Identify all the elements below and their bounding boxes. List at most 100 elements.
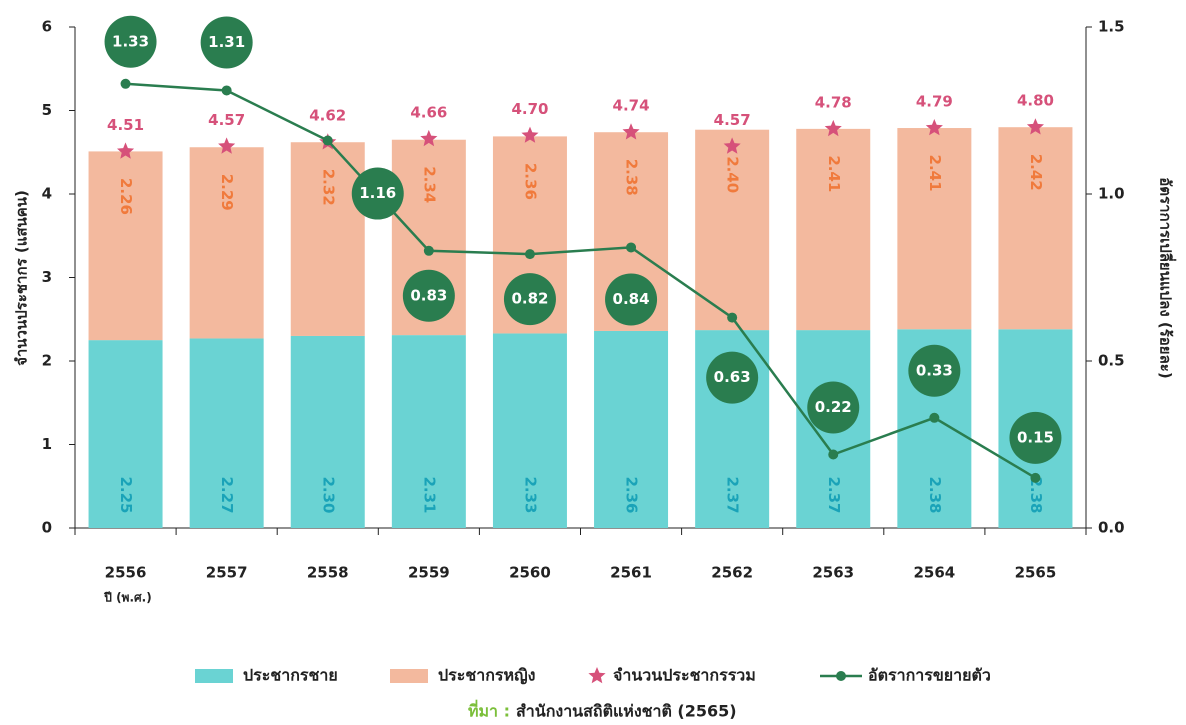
- bar-value-label: 2.32: [319, 169, 337, 206]
- x-tick-label: 2564: [913, 564, 955, 582]
- growth-value-label: 0.84: [613, 290, 650, 308]
- x-tick-label: 2565: [1015, 564, 1057, 582]
- total-star: [925, 119, 943, 136]
- y2-axis-label: อัตราการเปลี่ยนแปลง (ร้อยละ): [1157, 177, 1177, 378]
- total-star: [521, 126, 539, 143]
- total-value-label: 4.74: [613, 97, 650, 115]
- growth-point: [828, 449, 839, 460]
- y-tick-label: 3: [42, 268, 52, 286]
- growth-point: [929, 412, 940, 423]
- x-tick-label: 2556: [105, 564, 147, 582]
- legend-swatch: [588, 667, 606, 684]
- total-value-label: 4.79: [916, 93, 953, 111]
- bar-value-label: 2.37: [724, 476, 742, 513]
- y2-tick-label: 1.0: [1098, 185, 1125, 203]
- bar-value-label: 2.34: [420, 166, 438, 203]
- growth-value-label: 1.31: [208, 33, 245, 51]
- growth-point: [1030, 472, 1041, 483]
- total-star: [622, 123, 640, 140]
- bar-segment: [492, 333, 567, 528]
- growth-point: [727, 312, 738, 323]
- total-star: [723, 137, 741, 154]
- y-axis-label: จำนวนประชากร (แสนคน): [13, 190, 31, 366]
- bar-value-label: 2.37: [825, 476, 843, 513]
- x-tick-label: 2557: [206, 564, 248, 582]
- total-star: [117, 142, 135, 159]
- bar-value-label: 2.30: [319, 476, 337, 513]
- bar-segment: [290, 335, 365, 528]
- bar-segment: [998, 127, 1073, 330]
- bar-value-label: 2.25: [117, 476, 135, 513]
- total-star: [1026, 118, 1044, 135]
- total-value-label: 4.57: [208, 111, 245, 129]
- total-value-label: 4.66: [410, 103, 447, 121]
- total-value-label: 4.57: [714, 111, 751, 129]
- total-value-label: 4.70: [511, 100, 548, 118]
- legend-label: ประชากรชาย: [243, 666, 338, 685]
- x-tick-label: 2558: [307, 564, 349, 582]
- x-tick-label: 2563: [812, 564, 854, 582]
- legend-swatch: [390, 669, 428, 683]
- bar-segment: [290, 142, 365, 336]
- growth-point: [322, 135, 333, 146]
- bar-value-label: 2.36: [521, 163, 539, 200]
- x-tick-label: 2562: [711, 564, 753, 582]
- total-value-label: 4.62: [309, 107, 346, 125]
- bar-value-label: 2.36: [623, 476, 641, 513]
- y2-tick-label: 0.5: [1098, 352, 1125, 370]
- bar-segment: [796, 128, 871, 331]
- bar-segment: [695, 129, 770, 331]
- legend-label: ประชากรหญิง: [438, 666, 535, 686]
- bar-segment: [189, 147, 264, 339]
- total-star: [218, 137, 236, 154]
- bar-value-label: 2.38: [623, 159, 641, 196]
- bar-value-label: 2.42: [1027, 154, 1045, 191]
- y-tick-label: 1: [42, 435, 52, 453]
- legend-label: อัตราการขยายตัว: [868, 666, 991, 685]
- growth-value-label: 0.82: [511, 290, 548, 308]
- x-tick-label: 2561: [610, 564, 652, 582]
- growth-value-label: 0.63: [714, 368, 751, 386]
- bar-value-label: 2.27: [218, 476, 236, 513]
- growth-point: [423, 245, 434, 256]
- growth-bubble: [908, 344, 961, 397]
- growth-bubble: [104, 15, 157, 68]
- total-value-label: 4.51: [107, 116, 144, 134]
- growth-line: [125, 82, 1037, 479]
- total-value-label: 4.78: [815, 93, 852, 111]
- bar-value-label: 2.41: [926, 155, 944, 192]
- growth-bubble: [605, 273, 658, 326]
- total-value-label: 4.80: [1017, 92, 1054, 110]
- y-tick-label: 4: [42, 185, 52, 203]
- growth-value-label: 1.33: [112, 32, 149, 50]
- bar-value-label: 2.31: [420, 476, 438, 513]
- growth-value-label: 0.22: [815, 398, 852, 416]
- growth-point: [626, 242, 637, 253]
- bar-segment: [391, 335, 466, 528]
- y2-tick-label: 1.5: [1098, 18, 1125, 36]
- bar-segment: [88, 340, 163, 528]
- y-tick-label: 5: [42, 101, 52, 119]
- bar-value-label: 2.38: [1027, 476, 1045, 513]
- total-star: [420, 129, 438, 147]
- legend-label: จำนวนประชากรรวม: [613, 666, 756, 685]
- growth-value-label: 0.83: [410, 286, 447, 304]
- x-tick-label: 2560: [509, 564, 551, 582]
- source-label: ที่มา :: [468, 700, 510, 721]
- growth-value-label: 0.15: [1017, 428, 1054, 446]
- growth-bubble: [402, 269, 455, 322]
- growth-bubble: [503, 273, 556, 326]
- bar-segment: [88, 151, 163, 341]
- source: สำนักงานสถิติแห่งชาติ (2565): [516, 702, 737, 721]
- growth-bubble: [351, 167, 404, 220]
- growth-point: [524, 249, 535, 260]
- y2-tick-label: 0.0: [1098, 519, 1125, 537]
- bar-value-label: 2.38: [926, 476, 944, 513]
- bar-value-label: 2.40: [724, 156, 742, 193]
- bar-value-label: 2.26: [117, 178, 135, 215]
- growth-value-label: 0.33: [916, 361, 953, 379]
- bar-segment: [897, 128, 972, 330]
- growth-bubble: [807, 381, 860, 434]
- total-star: [824, 119, 842, 137]
